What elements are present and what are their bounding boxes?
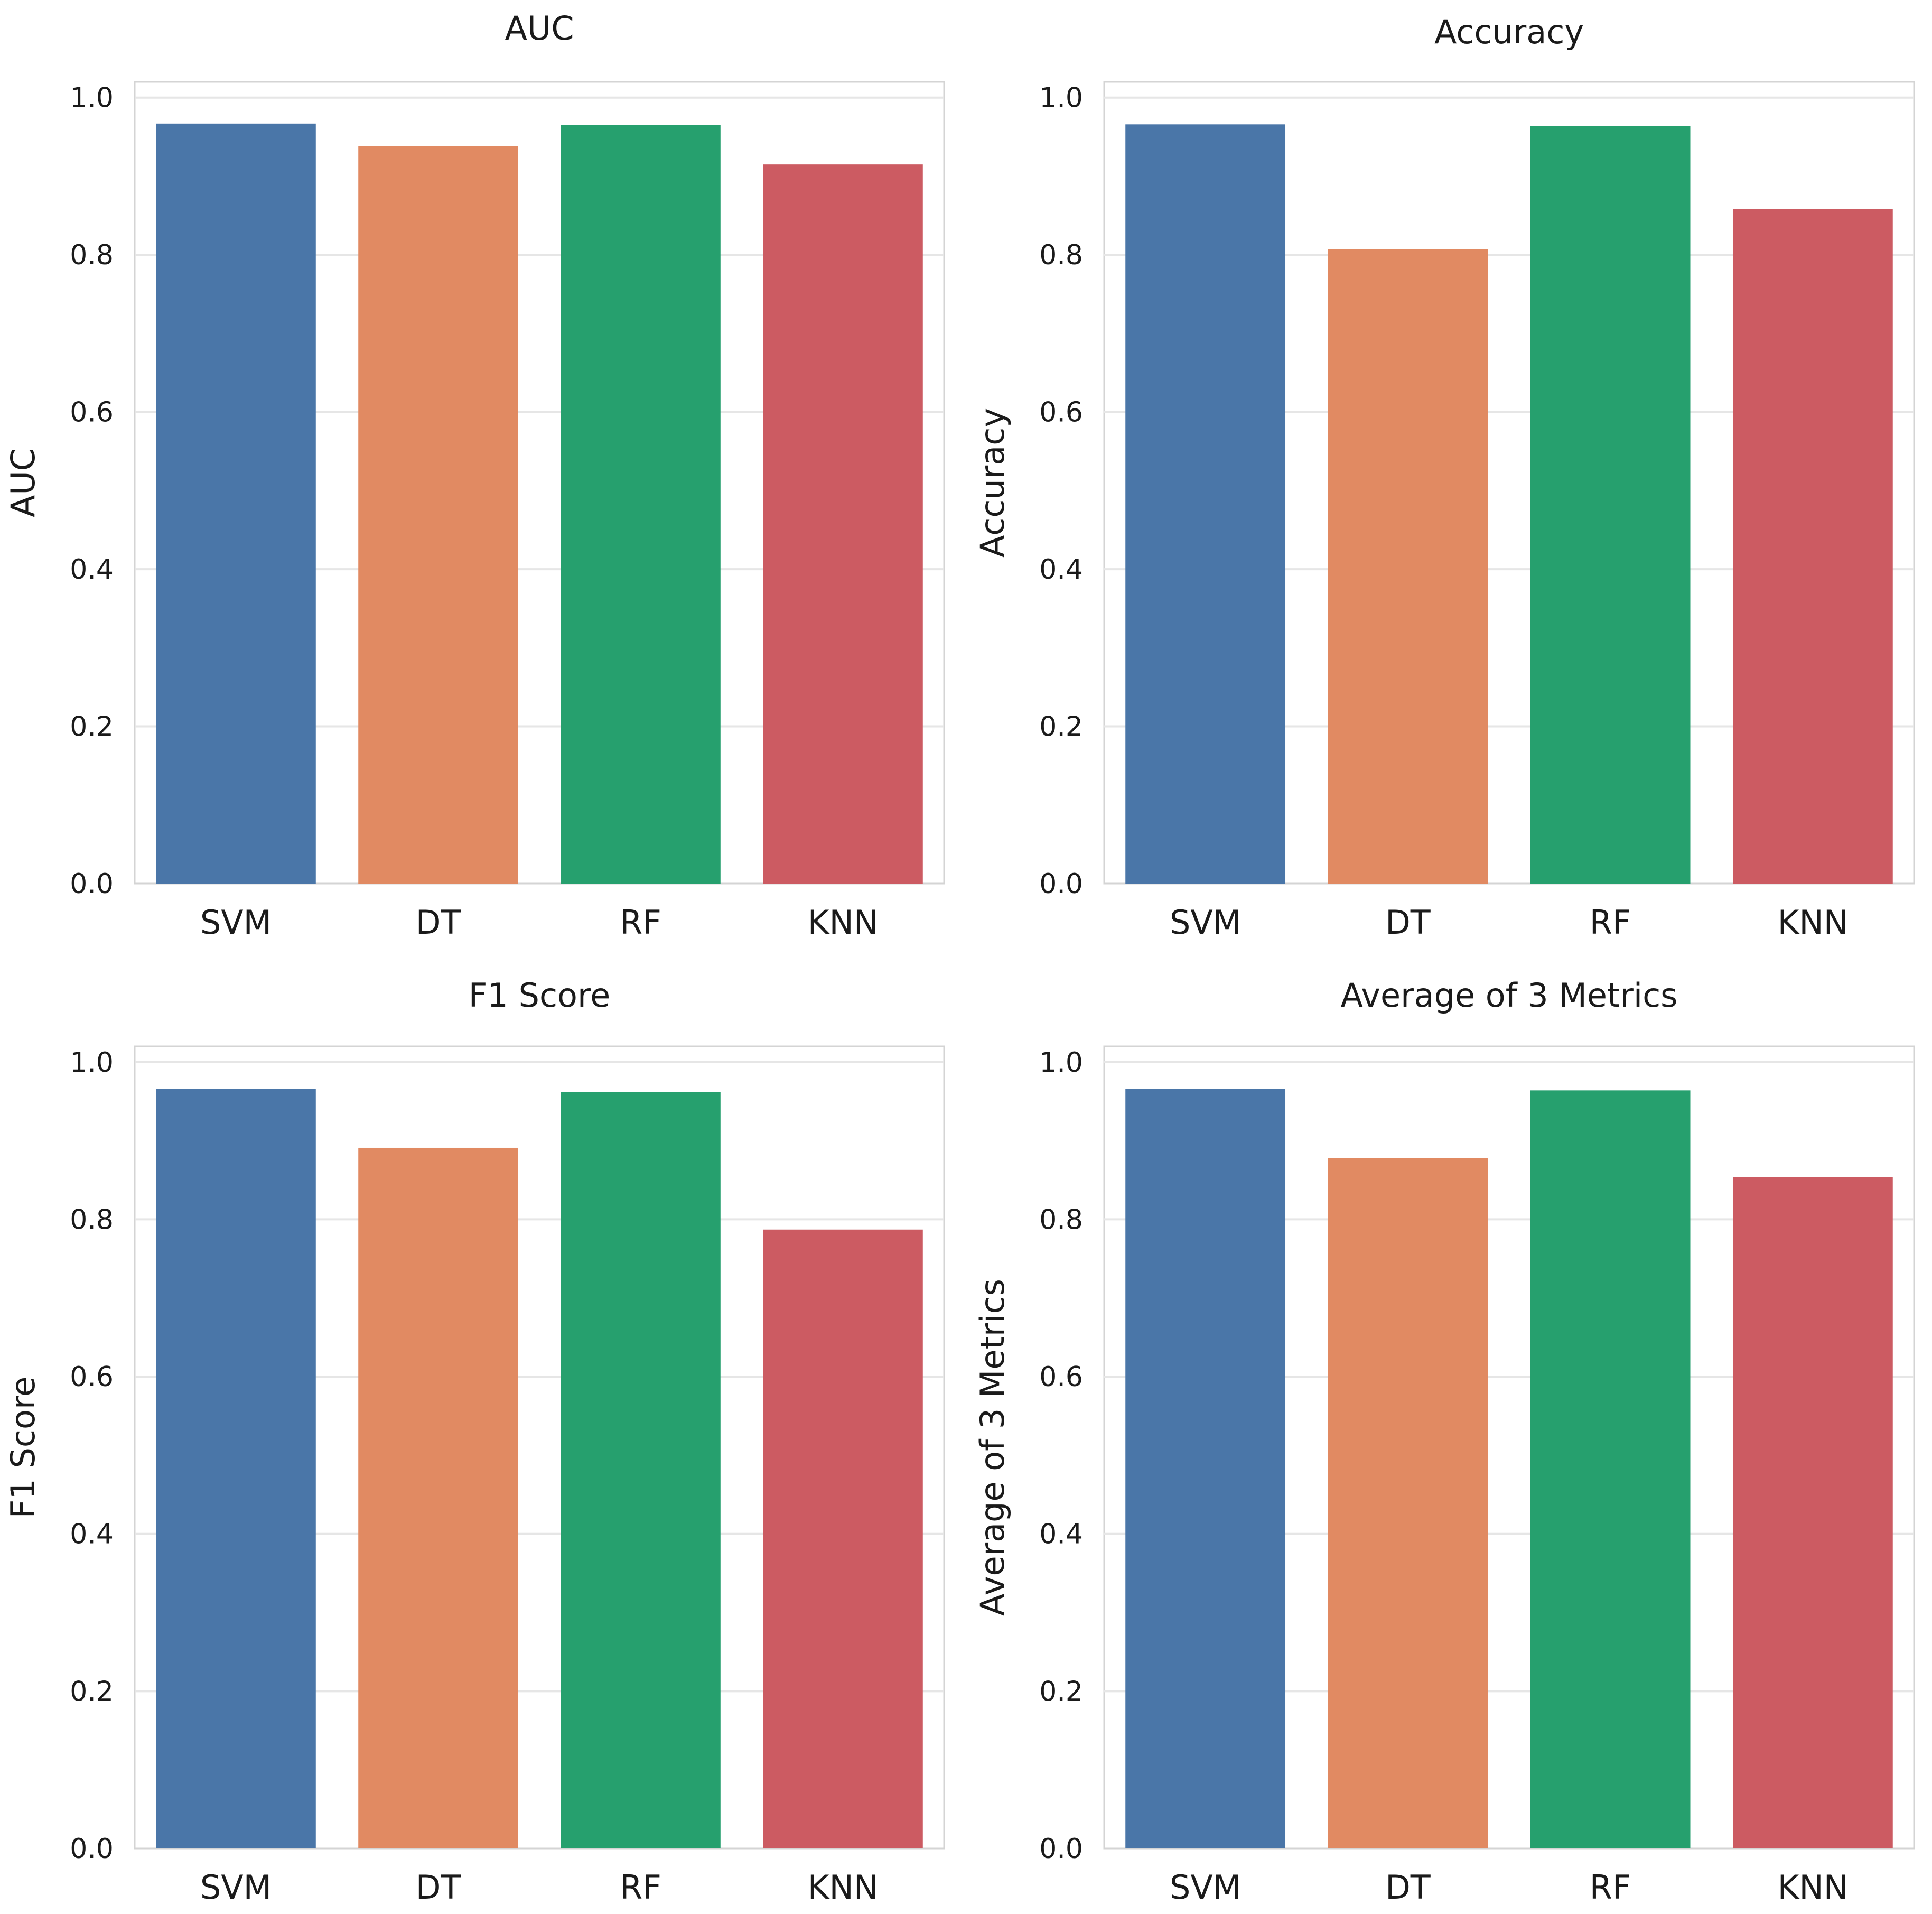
y-axis-label: F1 Score [4,1377,42,1518]
y-axis-label: AUC [4,448,42,517]
chart-panel-1: 0.0 0.2 0.4 0.6 0.8 1.0 SVM DT RF KNN AUC AUC [4,9,945,942]
y-tick-label: 0.8 [1039,239,1083,271]
chart-title: Average of 3 Metrics [1341,976,1678,1015]
y-tick-label: 0.6 [1039,1361,1083,1393]
bar-dt [358,146,518,884]
x-tick-label: DT [1385,1868,1431,1907]
y-tick-label: 0.4 [1039,1519,1083,1550]
y-tick-label: 0.2 [70,711,114,743]
x-tick-label: RF [1590,903,1631,942]
y-tick-label: 0.8 [70,239,114,271]
bar-dt [358,1147,518,1848]
bar-svm [1125,1089,1286,1848]
y-tick-label: 0.0 [70,868,114,900]
bar-svm [1125,124,1286,884]
y-tick-label: 0.2 [1039,1676,1083,1707]
bar-knn [1732,209,1893,884]
chart-panel-3: 0.0 0.2 0.4 0.6 0.8 1.0 SVM DT RF KNN F1 Score F1 S… [4,976,945,1907]
x-tick-label: DT [1385,903,1431,942]
y-tick-label: 1.0 [70,1047,114,1079]
bar-rf [1530,126,1691,884]
y-tick-label: 0.8 [1039,1204,1083,1235]
bar-knn [763,164,923,884]
x-tick-label: DT [416,1868,462,1907]
x-tick-label: KNN [808,1868,878,1907]
x-tick-label: DT [416,903,462,942]
chart-title: Accuracy [1434,13,1584,51]
y-tick-label: 1.0 [70,82,114,114]
y-tick-label: 1.0 [1039,82,1083,114]
bar-dt [1328,249,1488,884]
y-tick-label: 0.6 [70,397,114,429]
y-tick-label: 0.6 [1039,397,1083,429]
y-tick-label: 0.2 [1039,711,1083,743]
bar-dt [1328,1158,1488,1848]
y-tick-label: 0.4 [1039,554,1083,586]
y-tick-label: 0.0 [1039,1833,1083,1865]
x-tick-label: SVM [1170,903,1241,942]
x-tick-label: KNN [1778,903,1848,942]
x-tick-label: KNN [1778,1868,1848,1907]
y-tick-label: 0.8 [70,1204,114,1235]
bar-knn [763,1229,923,1848]
y-tick-label: 0.0 [70,1833,114,1865]
chart-title: AUC [505,9,574,48]
x-tick-label: RF [620,1868,661,1907]
bar-knn [1732,1177,1893,1848]
y-tick-label: 0.6 [70,1361,114,1393]
x-tick-label: KNN [808,903,878,942]
y-axis-label: Accuracy [973,408,1012,558]
x-tick-label: RF [1590,1868,1631,1907]
y-tick-label: 0.0 [1039,868,1083,900]
x-tick-label: SVM [200,1868,272,1907]
chart-title: F1 Score [469,976,610,1015]
x-tick-label: SVM [1170,1868,1241,1907]
chart-panel-2: 0.0 0.2 0.4 0.6 0.8 1.0 SVM DT RF KNN Accuracy Accu… [973,13,1915,942]
y-tick-label: 0.4 [70,554,114,586]
chart-panel-4: 0.0 0.2 0.4 0.6 0.8 1.0 SVM DT RF KNN Average of 3… [973,976,1915,1907]
bar-svm [156,1089,316,1848]
y-tick-label: 1.0 [1039,1047,1083,1079]
bar-rf [561,1092,721,1848]
bar-svm [156,123,316,884]
bar-rf [561,125,721,884]
bar-rf [1530,1090,1691,1848]
x-tick-label: SVM [200,903,272,942]
y-axis-label: Average of 3 Metrics [973,1279,1012,1616]
y-tick-label: 0.4 [70,1519,114,1550]
y-tick-label: 0.2 [70,1676,114,1707]
x-tick-label: RF [620,903,661,942]
